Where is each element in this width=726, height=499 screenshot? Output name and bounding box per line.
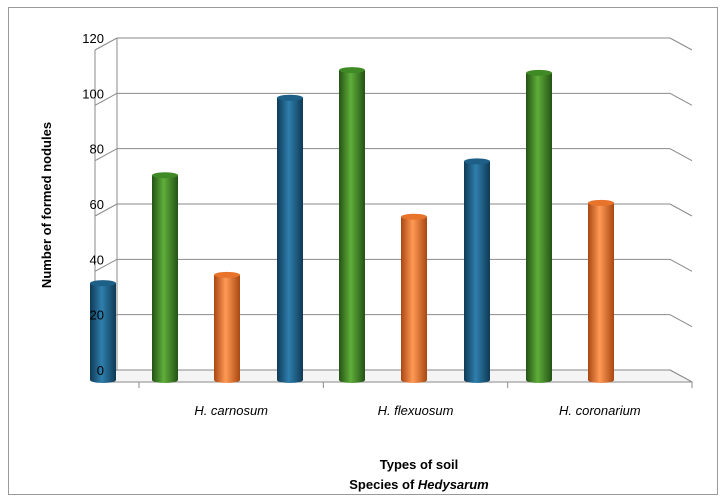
bar [90, 280, 116, 383]
bar-body [588, 202, 614, 380]
bar [464, 158, 490, 383]
bar-top [401, 213, 427, 220]
bar-bottom [152, 377, 178, 383]
bar-top [277, 94, 303, 101]
bar-body [464, 161, 490, 380]
gridline-side [94, 258, 118, 272]
bar-top [152, 172, 178, 179]
x-axis-title-line1: Types of soil [380, 457, 459, 472]
y-tick-label: 0 [97, 363, 104, 378]
bars [90, 67, 614, 383]
bar-body [277, 97, 303, 381]
bar-top [214, 271, 240, 278]
y-axis-title: Number of formed nodules [39, 122, 54, 288]
bar-bottom [401, 377, 427, 383]
y-tick-label: 100 [82, 86, 104, 101]
x-axis-title-italic: Hedysarum [418, 477, 489, 492]
gridline-side [94, 203, 118, 217]
bar [588, 199, 614, 383]
bar [214, 271, 240, 383]
gridline-depth [669, 37, 693, 51]
bar [401, 213, 427, 383]
bar-top [464, 158, 490, 165]
bar-bottom [277, 377, 303, 383]
y-tick-label: 80 [90, 142, 104, 157]
y-tick-label: 120 [82, 31, 104, 46]
x-axis-title-prefix: Species of [349, 477, 418, 492]
bar-top [526, 69, 552, 76]
gridline-depth [669, 203, 693, 217]
bar-bottom [90, 377, 116, 383]
bar-body [214, 274, 240, 380]
x-axis-title-line2: Species of Hedysarum [349, 477, 489, 492]
x-tick-label: H. carnosum [194, 403, 268, 418]
bar [277, 94, 303, 383]
y-tick-label: 60 [90, 197, 104, 212]
bar-body [90, 283, 116, 380]
bar-bottom [339, 377, 365, 383]
gridline-depth [669, 92, 693, 106]
x-tick-label: H. coronarium [559, 403, 641, 418]
bar [526, 69, 552, 383]
bar-top [90, 280, 116, 287]
bar-top [588, 199, 614, 206]
x-tick-label: H. flexuosum [378, 403, 454, 418]
y-tick-label: 40 [90, 252, 104, 267]
bar [152, 172, 178, 383]
bar-body [152, 175, 178, 380]
bar-bottom [214, 377, 240, 383]
bar-bottom [588, 377, 614, 383]
gridline-depth [669, 258, 693, 272]
gridline-depth [669, 314, 693, 328]
bar-bottom [464, 377, 490, 383]
tick-labels: 0 20 40 60 80 100 120 H. carnosum H. flexuosum H.… [82, 31, 641, 418]
bar-bottom [526, 377, 552, 383]
bar-top [339, 67, 365, 74]
bar-body [401, 216, 427, 380]
gridline-side [94, 148, 118, 162]
bar [339, 67, 365, 383]
y-tick-label: 20 [90, 308, 104, 323]
bar-body [339, 70, 365, 380]
gridline-side [94, 92, 118, 106]
gridline-side [94, 37, 118, 51]
gridline-depth [669, 148, 693, 162]
bar-body [526, 72, 552, 381]
